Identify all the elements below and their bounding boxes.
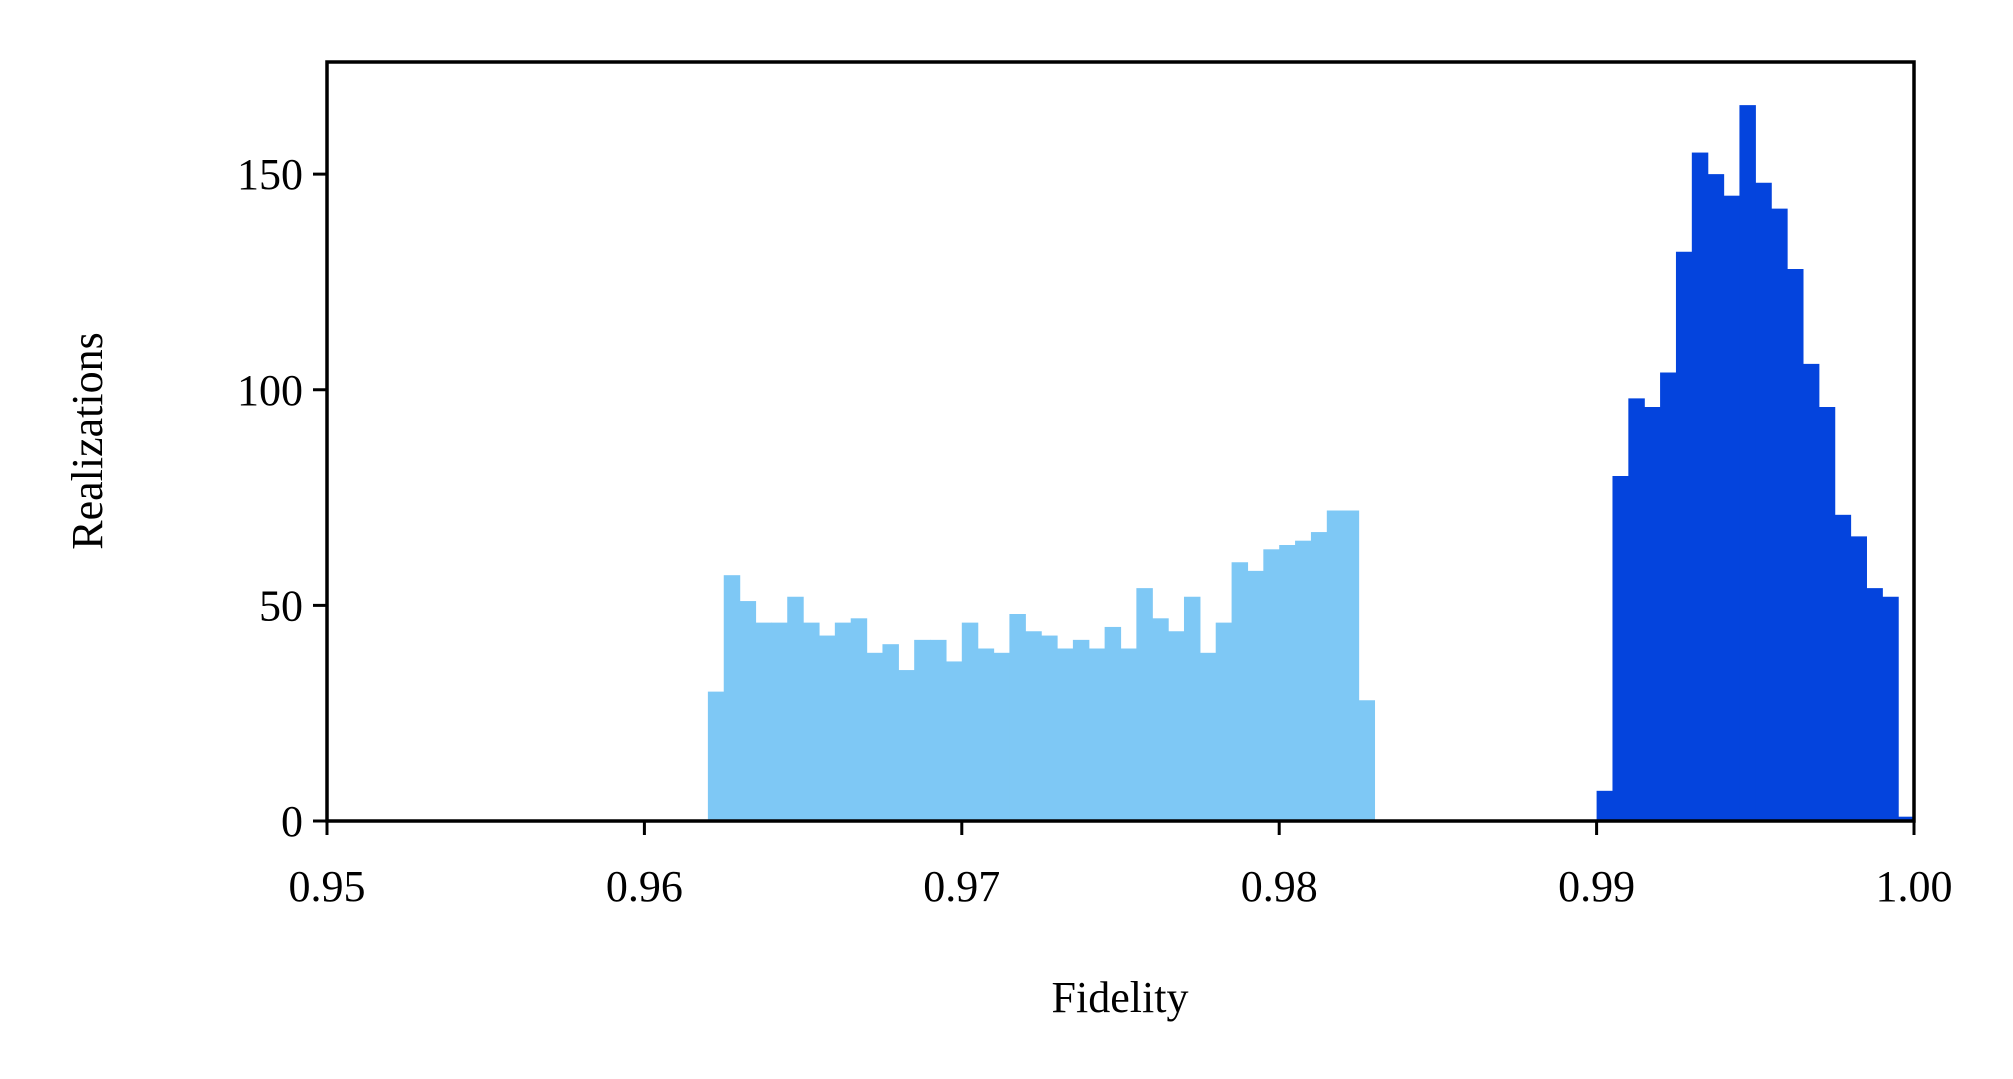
bar [1168,631,1185,821]
bar [1691,152,1709,821]
bar [1136,588,1153,821]
bar [1247,570,1264,821]
bar [803,622,820,821]
bar [1755,182,1772,821]
bar [1072,639,1090,821]
bar [739,601,757,821]
bar [1263,549,1280,821]
bar [1675,251,1693,821]
bar [850,618,868,821]
bar [707,691,725,821]
bar [1326,510,1344,821]
x-tick-label: 0.95 [289,862,366,911]
bar [1152,618,1169,821]
bar [1866,588,1883,821]
bar [1215,622,1233,821]
plot-frame [325,60,1916,823]
bar [1358,700,1376,821]
bar [1660,372,1677,821]
y-axis-label: Realizations [63,332,112,550]
bar [1310,532,1328,821]
bar [818,635,836,821]
bar [1628,398,1645,821]
bar [1120,648,1137,821]
bar [914,639,931,821]
bar [1850,536,1867,821]
bar [1295,540,1312,821]
x-tick-label: 0.96 [606,862,683,911]
bar [1342,510,1360,821]
bar [1612,476,1629,821]
y-tick-label: 50 [259,581,303,630]
bar [993,652,1011,821]
bar [977,648,995,821]
y-tick-label: 100 [237,366,303,415]
bar [1818,407,1836,821]
bar [898,670,915,821]
bar [1183,596,1201,821]
bar [961,622,979,821]
bar [1787,269,1804,821]
bar [1834,514,1852,821]
bar [834,622,852,821]
bar [1723,195,1741,821]
bar [1644,407,1661,821]
bar [723,575,741,821]
bar [1199,652,1217,821]
x-axis-label: Fidelity [1052,973,1189,1022]
bar [1771,208,1788,821]
y-tick-label: 150 [237,150,303,199]
x-tick-label: 0.97 [923,862,1000,911]
bar [1279,545,1296,821]
bar [1104,626,1122,821]
x-tick-label: 1.00 [1876,862,1953,911]
bar [1088,648,1106,821]
bar [1802,363,1820,821]
bar [1025,631,1042,821]
bar [1009,614,1026,821]
x-tick-label: 0.99 [1558,862,1635,911]
bar [1041,635,1058,821]
bar [1231,562,1249,821]
bar [945,661,963,821]
bar [1898,816,1915,821]
x-tick-label: 0.98 [1241,862,1318,911]
bar [1739,105,1756,821]
bar [1707,174,1725,821]
bar [1057,648,1074,821]
bar [882,644,899,821]
bar [1596,790,1614,821]
bar [930,639,947,821]
bar [755,622,772,821]
bar [866,652,884,821]
y-tick-label: 0 [281,797,303,846]
bar [787,596,804,821]
bar [771,622,788,821]
bar [1882,596,1899,821]
